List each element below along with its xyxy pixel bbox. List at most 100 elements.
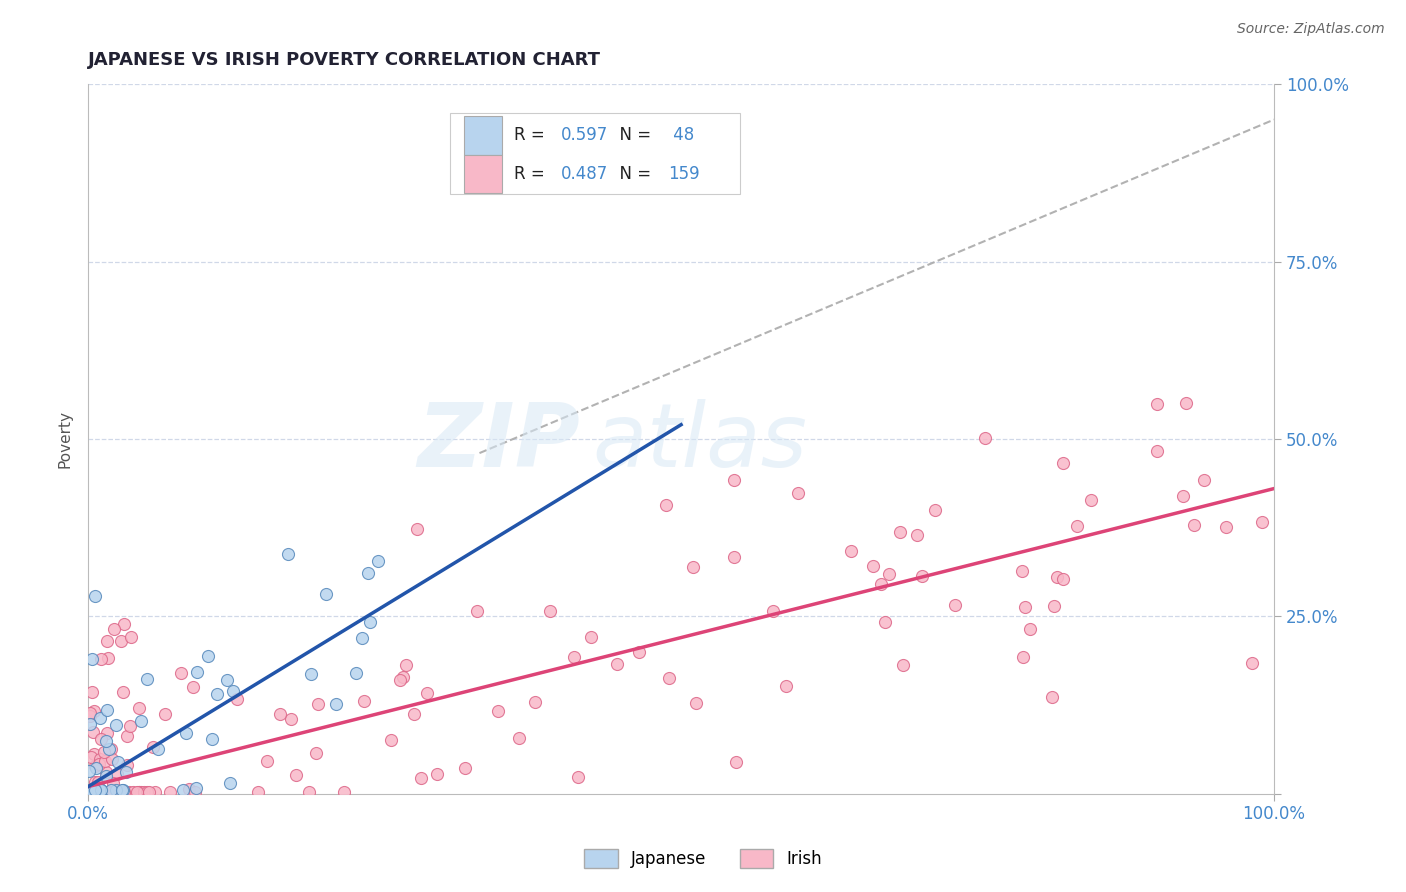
- Point: [1175, 396, 1198, 410]
- Point: [114, 784, 136, 798]
- Point: [170, 666, 193, 681]
- Point: [83, 784, 105, 798]
- Point: [115, 758, 138, 772]
- Point: [391, 671, 413, 685]
- Point: [911, 568, 934, 582]
- Point: [1215, 520, 1237, 534]
- Point: [907, 528, 929, 542]
- Point: [132, 784, 155, 798]
- Point: [453, 761, 475, 775]
- Point: [388, 673, 411, 688]
- Point: [105, 784, 128, 798]
- Point: [1052, 572, 1074, 586]
- Point: [79, 706, 101, 721]
- Point: [97, 784, 120, 798]
- Point: [256, 754, 278, 768]
- Point: [359, 615, 381, 630]
- Point: [105, 783, 128, 797]
- Point: [96, 784, 118, 798]
- Point: [862, 558, 884, 573]
- Text: N =: N =: [609, 165, 657, 183]
- Point: [97, 784, 120, 798]
- Point: [115, 729, 138, 743]
- Point: [1182, 518, 1205, 533]
- Point: [172, 783, 194, 797]
- Point: [94, 769, 117, 783]
- Point: [93, 784, 115, 798]
- Point: [90, 731, 112, 746]
- Point: [943, 598, 966, 612]
- Point: [1146, 397, 1168, 411]
- Point: [83, 704, 105, 718]
- Point: [86, 775, 108, 789]
- Point: [416, 686, 439, 700]
- Text: R =: R =: [513, 127, 550, 145]
- FancyBboxPatch shape: [450, 112, 741, 194]
- Point: [87, 784, 110, 798]
- Point: [103, 622, 125, 636]
- Point: [80, 783, 103, 797]
- Point: [96, 703, 118, 717]
- Point: [105, 717, 128, 731]
- Point: [79, 717, 101, 731]
- Point: [176, 726, 198, 740]
- Point: [1052, 456, 1074, 470]
- Point: [105, 784, 128, 798]
- Point: [110, 784, 132, 798]
- Text: ZIP: ZIP: [418, 399, 581, 486]
- Point: [1192, 474, 1215, 488]
- Point: [405, 522, 427, 536]
- Point: [96, 784, 118, 798]
- Point: [367, 553, 389, 567]
- Text: 0.597: 0.597: [561, 127, 609, 145]
- Point: [869, 577, 891, 591]
- Point: [305, 746, 328, 760]
- Point: [83, 784, 105, 798]
- Text: 159: 159: [668, 165, 700, 183]
- Point: [219, 776, 242, 790]
- Point: [112, 784, 135, 798]
- Point: [136, 672, 159, 686]
- Point: [581, 630, 603, 644]
- Point: [762, 604, 785, 618]
- Point: [105, 784, 128, 798]
- Point: [82, 725, 104, 739]
- Point: [1019, 622, 1042, 636]
- Point: [143, 784, 166, 798]
- Point: [84, 590, 107, 604]
- Point: [128, 784, 150, 798]
- Point: [1040, 690, 1063, 704]
- Point: [839, 543, 862, 558]
- Point: [82, 784, 104, 798]
- Point: [658, 671, 681, 685]
- Point: [105, 784, 128, 798]
- Point: [135, 784, 157, 798]
- Point: [787, 486, 810, 500]
- Point: [344, 666, 367, 681]
- Text: atlas: atlas: [592, 400, 807, 485]
- Point: [394, 657, 416, 672]
- Point: [723, 473, 745, 487]
- Point: [80, 783, 103, 797]
- Point: [112, 685, 135, 699]
- Point: [333, 784, 356, 798]
- Point: [83, 758, 105, 772]
- Point: [83, 774, 105, 789]
- Point: [93, 745, 115, 759]
- Point: [112, 784, 135, 798]
- Point: [100, 752, 122, 766]
- Point: [79, 784, 101, 798]
- Point: [1146, 444, 1168, 458]
- Point: [94, 733, 117, 747]
- Point: [80, 750, 103, 764]
- Point: [307, 697, 329, 711]
- Point: [79, 764, 101, 778]
- Point: [146, 742, 169, 756]
- Point: [111, 783, 134, 797]
- Point: [100, 784, 122, 798]
- Point: [350, 631, 373, 645]
- Point: [524, 695, 547, 709]
- Point: [100, 783, 122, 797]
- Point: [197, 649, 219, 664]
- Point: [924, 503, 946, 517]
